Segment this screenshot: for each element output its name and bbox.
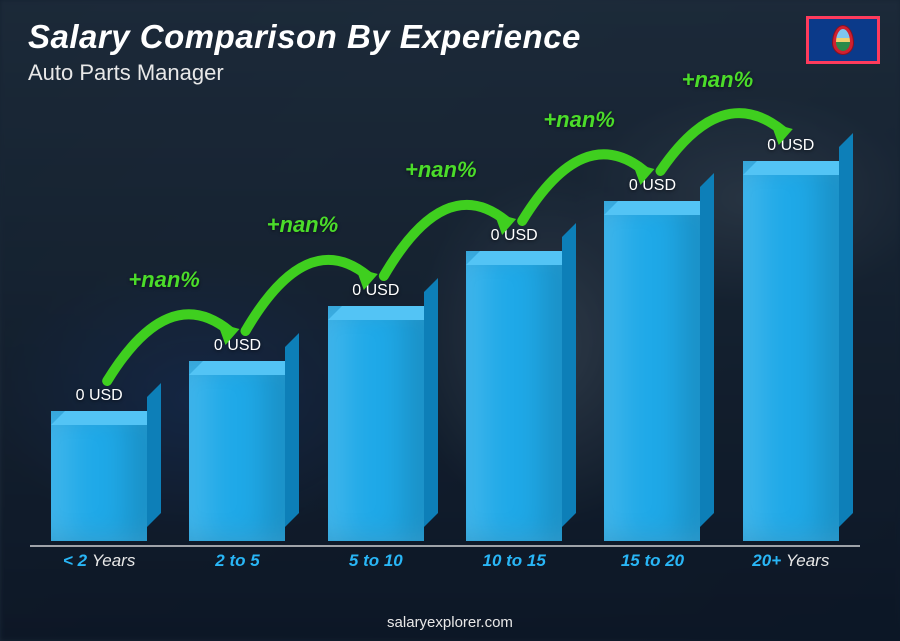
flag-seal-icon	[832, 25, 854, 55]
bar-slot: 0 USD	[168, 100, 306, 541]
x-axis-label-number: 2 to 5	[215, 551, 259, 570]
bar-value-label: 0 USD	[76, 387, 123, 405]
chart-title: Salary Comparison By Experience	[28, 18, 581, 56]
x-axis-label-unit: Years	[786, 551, 829, 570]
bar-front	[189, 361, 285, 541]
x-axis-label: 15 to 20	[583, 547, 721, 571]
x-axis: < 2 Years 2 to 5 5 to 10 10 to 15 15 to 2…	[30, 545, 860, 571]
x-axis-label-number: 10 to 15	[482, 551, 545, 570]
title-block: Salary Comparison By Experience Auto Par…	[28, 18, 581, 86]
bar-slot: 0 USD	[583, 100, 721, 541]
bars-container: 0 USD 0 USD 0 USD 0 USD 0 USD 0 USD	[30, 100, 860, 541]
bar-side	[562, 223, 576, 527]
bar	[189, 361, 285, 541]
bar	[743, 161, 839, 541]
bar-slot: 0 USD	[30, 100, 168, 541]
x-axis-label: < 2 Years	[30, 547, 168, 571]
bar-value-label: 0 USD	[214, 337, 261, 355]
bar-top	[604, 201, 714, 215]
bar-front	[466, 251, 562, 541]
bar-value-label: 0 USD	[767, 137, 814, 155]
x-axis-label-number: 20+	[752, 551, 786, 570]
bar-front	[743, 161, 839, 541]
footer-attribution: salaryexplorer.com	[0, 614, 900, 631]
bar	[466, 251, 562, 541]
x-axis-label: 20+ Years	[722, 547, 860, 571]
bar-side	[700, 173, 714, 527]
bar	[604, 201, 700, 541]
x-axis-label-number: 15 to 20	[621, 551, 684, 570]
bar-top	[743, 161, 853, 175]
bar-slot: 0 USD	[722, 100, 860, 541]
bar-front	[51, 411, 147, 541]
x-axis-label: 10 to 15	[445, 547, 583, 571]
bar-chart: 0 USD 0 USD 0 USD 0 USD 0 USD 0 USD < 2 Years…	[30, 100, 860, 571]
chart-subtitle: Auto Parts Manager	[28, 60, 581, 86]
bar-top	[51, 411, 161, 425]
bar-side	[285, 333, 299, 527]
bar-side	[424, 278, 438, 527]
x-axis-label: 2 to 5	[168, 547, 306, 571]
x-axis-label: 5 to 10	[307, 547, 445, 571]
bar-value-label: 0 USD	[352, 282, 399, 300]
bar-front	[328, 306, 424, 541]
bar-top	[189, 361, 299, 375]
bar-side	[839, 133, 853, 527]
x-axis-label-unit: Years	[92, 551, 135, 570]
bar	[328, 306, 424, 541]
x-axis-label-number: 5 to 10	[349, 551, 403, 570]
bar-slot: 0 USD	[445, 100, 583, 541]
bar-top	[466, 251, 576, 265]
bar-side	[147, 383, 161, 527]
bar-value-label: 0 USD	[491, 227, 538, 245]
bar-top	[328, 306, 438, 320]
bar-value-label: 0 USD	[629, 177, 676, 195]
bar-slot: 0 USD	[307, 100, 445, 541]
country-flag	[806, 16, 880, 64]
bar-front	[604, 201, 700, 541]
bar	[51, 411, 147, 541]
x-axis-label-number: < 2	[63, 551, 92, 570]
